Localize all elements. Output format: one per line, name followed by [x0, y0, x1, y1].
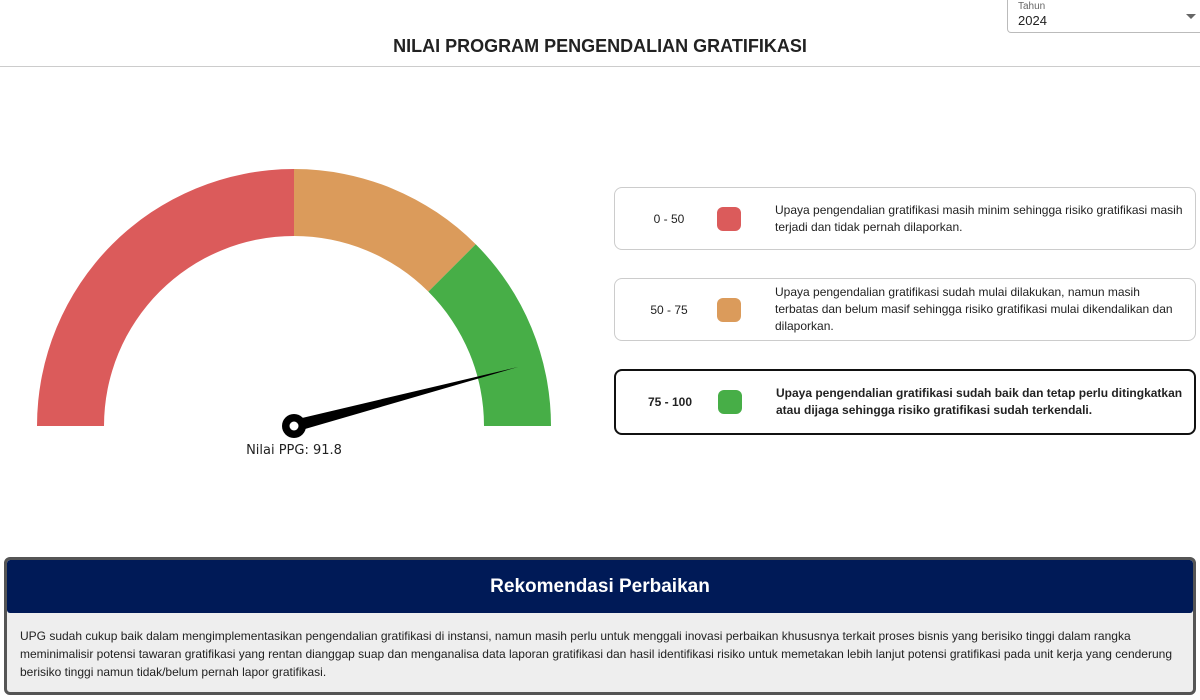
gauge-band-0-50	[37, 169, 294, 426]
legend-card-0-50: 0 - 50 Upaya pengendalian gratifikasi ma…	[614, 187, 1196, 250]
legend-range: 50 - 75	[650, 302, 688, 317]
recommendation-text: UPG sudah cukup baik dalam mengimplement…	[20, 629, 1172, 679]
gauge-band-75-100	[428, 244, 551, 426]
year-select-value: 2024	[1018, 13, 1047, 28]
year-select-label: Tahun	[1018, 1, 1046, 12]
legend-swatch	[717, 297, 741, 322]
gauge-needle	[292, 366, 519, 432]
gauge-band-50-75	[294, 169, 476, 292]
page-title: NILAI PROGRAM PENGENDALIAN GRATIFIKASI	[393, 36, 807, 56]
legend-description: Upaya pengendalian gratifikasi masih min…	[775, 202, 1183, 234]
legend-range: 75 - 100	[647, 395, 693, 409]
legend-card-75-100: 75 - 100 Upaya pengendalian gratifikasi …	[614, 369, 1196, 435]
legend-swatch	[718, 390, 742, 414]
legend-swatch	[717, 206, 741, 231]
legend-range: 0 - 50	[653, 211, 685, 226]
gauge-value-label: Nilai PPG: 91.8	[246, 443, 342, 458]
gauge	[37, 169, 551, 438]
legend-description: Upaya pengendalian gratifikasi sudah mul…	[775, 285, 1173, 333]
chevron-down-icon	[1186, 14, 1196, 19]
legend-description: Upaya pengendalian gratifikasi sudah bai…	[776, 386, 1183, 417]
legend-card-50-75: 50 - 75 Upaya pengendalian gratifikasi s…	[614, 278, 1196, 341]
divider	[0, 66, 1200, 67]
year-select[interactable]: Tahun 2024	[1007, 0, 1200, 33]
recommendation-panel: Rekomendasi Perbaikan UPG sudah cukup ba…	[4, 557, 1196, 695]
gauge-hub-center	[289, 421, 299, 431]
recommendation-title: Rekomendasi Perbaikan	[7, 560, 1193, 613]
